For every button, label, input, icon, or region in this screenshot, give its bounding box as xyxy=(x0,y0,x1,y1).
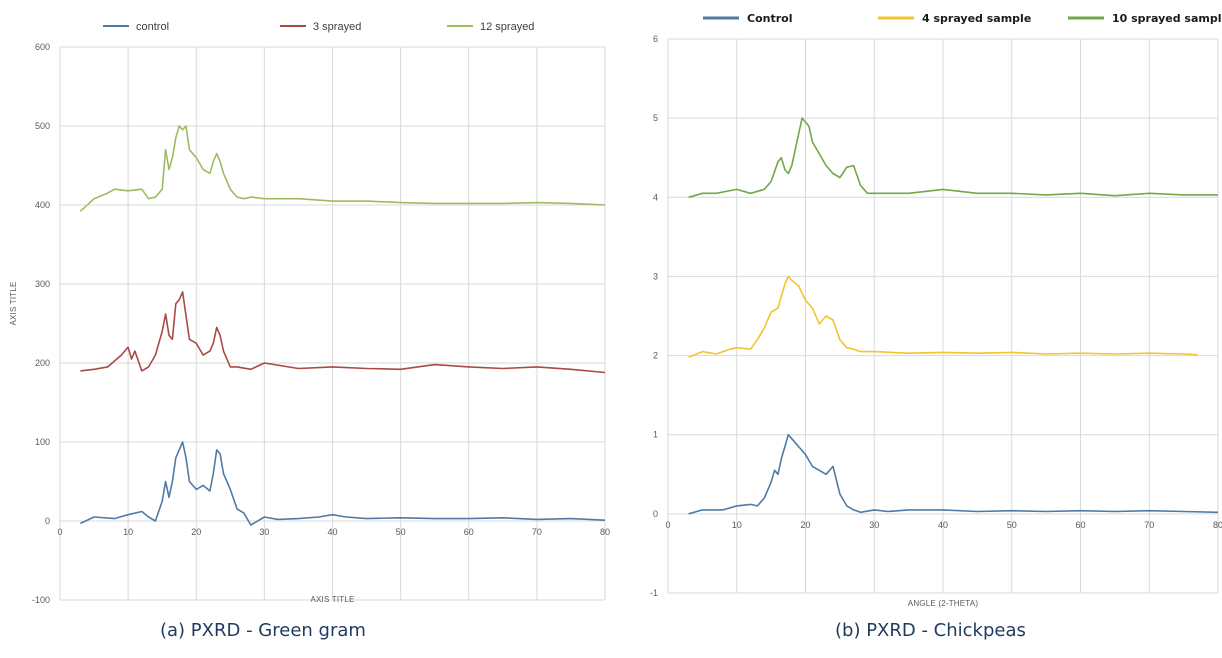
y-tick-label: 6 xyxy=(653,34,658,44)
y-tick-label: 100 xyxy=(35,437,50,447)
x-tick-label: 0 xyxy=(665,520,670,530)
x-tick-label: 30 xyxy=(259,527,269,537)
y-tick-label: 1 xyxy=(653,430,658,440)
x-axis-title: ANGLE (2-THETA) xyxy=(908,599,979,608)
x-axis-title: AXIS TITLE xyxy=(310,595,354,604)
y-tick-label: 300 xyxy=(35,279,50,289)
x-tick-label: 20 xyxy=(800,520,810,530)
x-tick-label: 60 xyxy=(1075,520,1085,530)
legend-label: 10 sprayed sample xyxy=(1112,12,1222,25)
x-tick-label: 60 xyxy=(464,527,474,537)
y-tick-label: 200 xyxy=(35,358,50,368)
legend-label: 12 sprayed xyxy=(480,21,534,33)
x-tick-label: 80 xyxy=(1213,520,1222,530)
y-tick-label: 600 xyxy=(35,42,50,52)
series-line-2 xyxy=(79,125,606,212)
y-tick-label: 5 xyxy=(653,113,658,123)
y-tick-label: 4 xyxy=(653,192,658,202)
series-line-1 xyxy=(80,291,606,374)
legend-label: Control xyxy=(747,12,792,25)
y-tick-label: 0 xyxy=(45,516,50,526)
series-line-0 xyxy=(688,433,1219,515)
series-line-0 xyxy=(80,441,606,526)
y-tick-label: 400 xyxy=(35,200,50,210)
x-tick-label: 30 xyxy=(869,520,879,530)
y-tick-label: 500 xyxy=(35,121,50,131)
y-tick-label: 0 xyxy=(653,509,658,519)
x-tick-label: 10 xyxy=(732,520,742,530)
y-tick-label: 3 xyxy=(653,271,658,281)
x-tick-label: 80 xyxy=(600,527,610,537)
x-tick-label: 0 xyxy=(57,527,62,537)
caption-green-gram: (a) PXRD - Green gram xyxy=(160,620,366,641)
x-tick-label: 40 xyxy=(327,527,337,537)
x-tick-label: 50 xyxy=(396,527,406,537)
y-tick-label: -100 xyxy=(32,595,50,605)
y-tick-label: 2 xyxy=(653,351,658,361)
caption-chickpeas: (b) PXRD - Chickpeas xyxy=(835,620,1026,641)
legend-label: control xyxy=(136,21,169,33)
series-line-2 xyxy=(688,117,1218,199)
series-line-1 xyxy=(688,275,1198,358)
x-tick-label: 40 xyxy=(938,520,948,530)
y-tick-label: -1 xyxy=(650,588,658,598)
x-tick-label: 10 xyxy=(123,527,133,537)
x-tick-label: 20 xyxy=(191,527,201,537)
x-tick-label: 70 xyxy=(1144,520,1154,530)
chart-green-gram: 0 10 20 30 40 50 60 70 80 -100 0 100 200 300 400 500 600… xyxy=(9,21,610,605)
legend-label: 3 sprayed xyxy=(313,21,361,33)
y-axis-title: AXIS TITLE xyxy=(9,281,18,325)
x-tick-label: 70 xyxy=(532,527,542,537)
legend-label: 4 sprayed sample xyxy=(922,12,1031,25)
chart-chickpeas: 0 10 20 30 40 50 60 70 80 -1 0 1 2 3 4 5 6 ANGLE (2-THETA… xyxy=(650,12,1222,608)
x-tick-label: 50 xyxy=(1007,520,1017,530)
